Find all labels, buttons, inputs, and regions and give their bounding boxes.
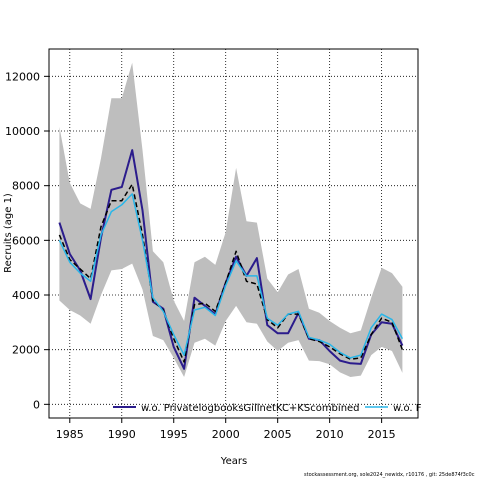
y-axis: 0 2000 4000 6000 8000 10000 12000: [5, 70, 49, 411]
legend: w.o. PrivatelogbooksGillnetKC+KScombined…: [113, 403, 422, 414]
x-tick-label: 2005: [264, 428, 292, 441]
footer-text: stockassessment.org, sole2024_newidx, r1…: [304, 472, 475, 478]
y-tick-label: 8000: [12, 180, 40, 193]
legend-label-1: w.o. PrivatelogbooksGillnetKC+KScombined: [141, 403, 360, 414]
plot-frame: [48, 48, 419, 419]
y-axis-label: Recruits (age 1): [3, 193, 14, 273]
x-tick-label: 1995: [160, 428, 188, 441]
x-tick-label: 1990: [108, 428, 136, 441]
x-axis-label: Years: [220, 456, 247, 467]
x-tick-label: 2010: [316, 428, 344, 441]
series-line-2: [58, 149, 404, 370]
series-line-3: [58, 193, 404, 359]
series-line-1: [58, 183, 404, 363]
y-tick-label: 0: [33, 398, 40, 411]
x-tick-label: 2000: [212, 428, 240, 441]
y-tick-label: 4000: [12, 289, 40, 302]
y-tick-label: 6000: [12, 234, 40, 247]
x-tick-label: 1985: [56, 428, 84, 441]
y-tick-label: 10000: [5, 125, 40, 138]
confidence-band: [59, 62, 403, 377]
x-axis: 1985 1990 1995 2000 2005 2010 2015: [56, 418, 396, 441]
legend-label-2: w.o. F: [393, 403, 422, 414]
series-lines: [58, 149, 404, 370]
x-tick-label: 2015: [368, 428, 396, 441]
y-tick-label: 12000: [5, 70, 40, 83]
y-tick-label: 2000: [12, 344, 40, 357]
